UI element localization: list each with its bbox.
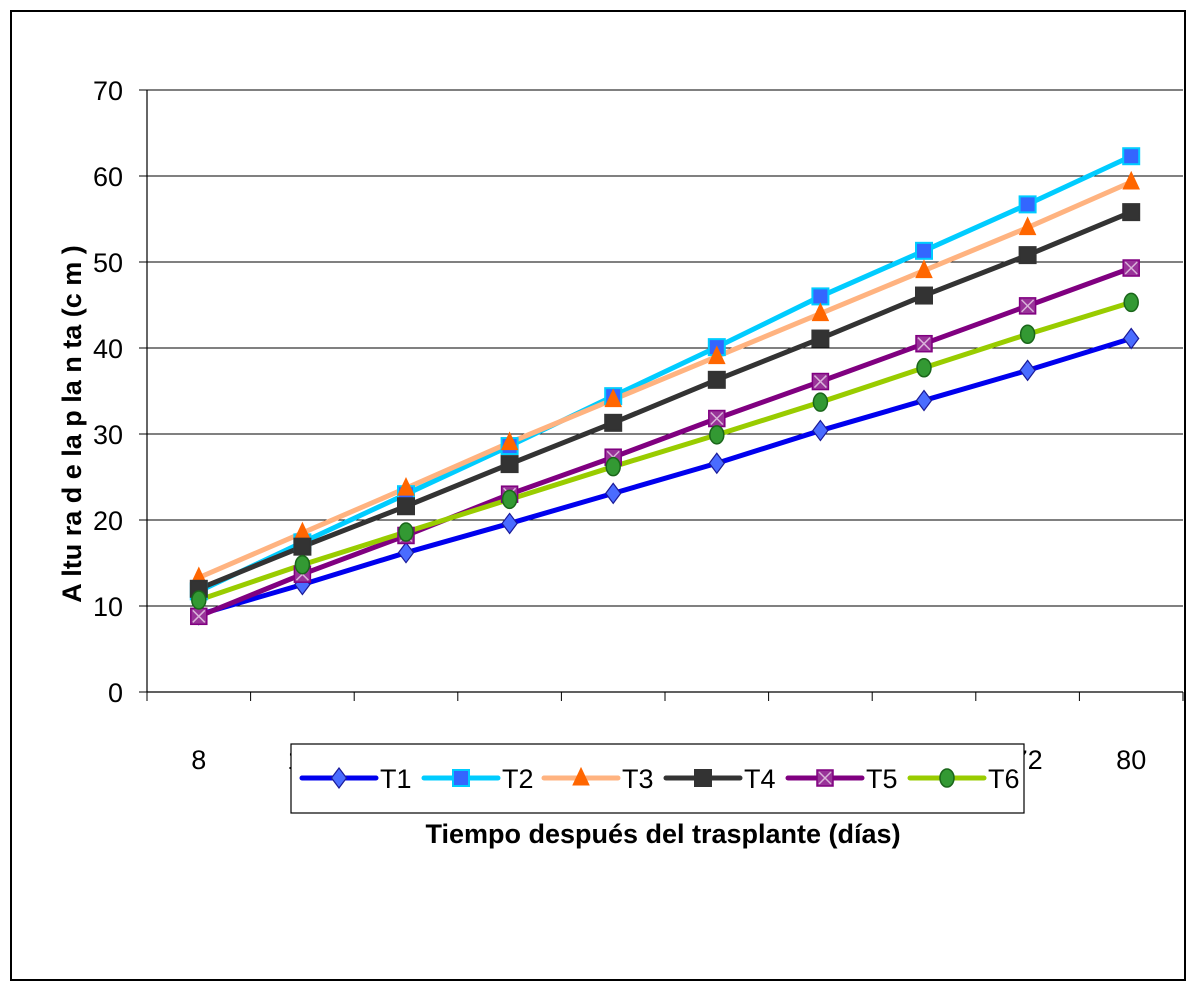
series-t4-point [397,497,415,516]
y-tick-label: 50 [93,248,123,278]
marker-cross [813,375,827,389]
series-t2-point [915,241,933,260]
series-t6-point [605,456,621,477]
axes: 0102030405060708162432404856647280 [93,76,1184,775]
marker-cross [818,771,832,785]
legend-swatch-marker [572,766,590,786]
x-tick-label: 80 [1116,745,1146,775]
legend-item-t6: T6 [907,764,1020,794]
series-t4-point [1122,203,1141,222]
series-t4-point [811,329,830,348]
series-t3-point [1018,216,1037,236]
y-tick-label: 40 [93,334,123,364]
marker-cross [192,609,206,623]
series-t1-point [1122,327,1140,350]
series-t1-point [708,452,726,475]
series-t3-line [196,179,1134,581]
series-t6-point [1019,324,1036,344]
series-t2-point [811,287,830,306]
legend-swatch-marker [816,769,834,787]
series-t3-point [500,431,519,451]
legend-box [290,743,1025,814]
legend-label: T2 [502,764,534,794]
legend-item-t1: T1 [299,764,412,794]
series-t6-point [1123,292,1139,313]
y-tick-label: 60 [93,162,123,192]
y-tick-label: 30 [93,420,123,450]
series-t5-point [915,334,933,353]
series-t1-point [915,389,933,412]
series-t6-point [191,590,207,610]
marker-cross [917,337,931,351]
x-axis-title: Tiempo después del trasplante (días) [425,819,900,849]
series-t4-point [1018,246,1037,265]
series-t1-point [604,482,622,505]
chart-frame: 0102030405060708162432404856647280 Tiemp… [10,10,1186,981]
series-t5-point [1018,297,1037,315]
series-t2-line [196,153,1134,594]
series-t6-point [916,358,932,378]
marker-cross [710,411,724,426]
series-t3-point [1122,170,1140,190]
y-tick-label: 20 [93,506,123,536]
series-t6-point [294,554,311,575]
series-t4-point [604,413,623,432]
series-t5-point [1122,259,1140,277]
series-t1-point [1019,359,1036,382]
series-t6-point [398,522,414,542]
legend-label: T1 [380,764,412,794]
series-t2-point [1018,195,1037,214]
series-t4-point [915,286,933,305]
legend-item-t2: T2 [421,764,534,794]
legend: T1 T2 T3 T4 T5 T6 [290,743,1025,814]
series-t5-line [196,265,1134,619]
legend-label: T4 [744,764,776,794]
x-tick-label: 8 [191,745,206,775]
legend-swatch-marker [939,768,955,788]
legend-label: T3 [622,764,654,794]
series-markers [189,147,1141,626]
legend-item-t3: T3 [541,764,654,794]
series-t6-point [709,425,725,445]
legend-swatch-marker [330,767,348,789]
y-tick-label: 70 [93,76,123,106]
series-t3-point [811,302,830,322]
series-t4-point [707,370,726,389]
legend-label: T6 [988,764,1020,794]
series-t5-point [190,607,208,626]
marker-cross [1124,261,1138,275]
series-t4-point [500,455,519,474]
series-t1-point [397,541,415,564]
y-tick-label: 10 [93,592,123,622]
series-t2-point [1122,147,1141,166]
legend-swatch-marker [694,769,712,787]
gridlines [147,89,1183,607]
series-t5-point [708,409,726,428]
series-t6-line [196,299,1134,603]
marker-cross [1021,299,1035,313]
series-t6-point [501,489,518,510]
series-t3-point [604,388,622,408]
series-t4-line [196,209,1134,592]
series-t1-point [501,512,518,535]
y-tick-label: 0 [108,678,123,708]
y-axis-title: A ltu ra d e la p la n ta (c m ) [57,245,87,603]
legend-item-t5: T5 [785,764,898,794]
series-t5-point [811,372,830,391]
series-t4-point [293,537,312,556]
series-t1-point [812,419,829,442]
series-t3-point [915,259,933,279]
series-t1-line [196,336,1134,618]
line-chart: 0102030405060708162432404856647280 Tiemp… [57,76,1184,849]
legend-label: T5 [866,764,898,794]
legend-item-t4: T4 [663,764,776,794]
series-lines [196,153,1134,619]
series-t3-point [397,477,415,496]
series-t6-point [812,392,829,412]
series-t3-point [708,345,726,365]
legend-swatch-marker [452,769,470,787]
